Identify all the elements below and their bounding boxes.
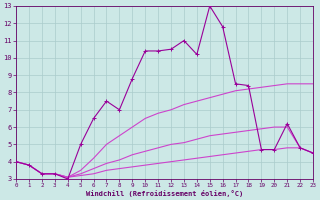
X-axis label: Windchill (Refroidissement éolien,°C): Windchill (Refroidissement éolien,°C) [86, 190, 243, 197]
